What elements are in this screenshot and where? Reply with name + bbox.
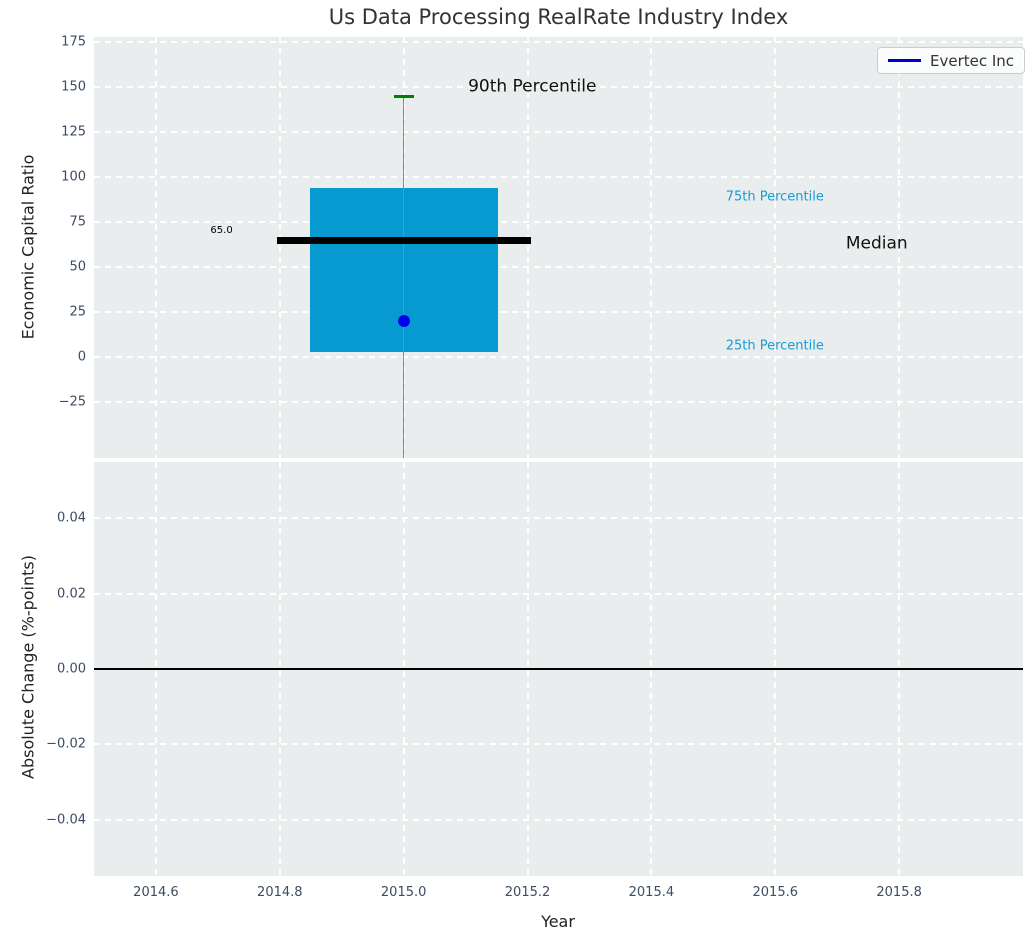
y-tick-label: 75 xyxy=(69,214,86,230)
y-tick-label: −0.04 xyxy=(46,812,86,828)
gridline-vertical xyxy=(278,37,281,458)
y-tick-label: 0 xyxy=(77,349,86,365)
gridline-horizontal xyxy=(94,131,1023,134)
annotation-25th-percentile: 25th Percentile xyxy=(725,338,824,354)
gridline-vertical xyxy=(774,37,777,458)
y-tick-label: 50 xyxy=(69,259,86,275)
gridline-horizontal xyxy=(94,41,1023,44)
evertec-data-point xyxy=(397,315,410,328)
x-tick-label: 2014.8 xyxy=(257,885,303,900)
y-tick-label: −0.02 xyxy=(46,736,86,752)
annotation-median: Median xyxy=(845,233,908,254)
axes-absolute-change xyxy=(94,462,1023,876)
boxplot-whisker-line xyxy=(402,96,405,458)
gridline-vertical xyxy=(650,37,653,458)
x-tick-label: 2015.4 xyxy=(628,885,675,900)
legend-label: Evertec Inc xyxy=(930,51,1015,70)
gridline-horizontal xyxy=(94,176,1023,179)
gridline-horizontal xyxy=(94,221,1023,224)
boxplot-median-line xyxy=(276,236,531,244)
y-tick-label: 125 xyxy=(61,124,86,140)
y-tick-label: 175 xyxy=(61,34,86,50)
x-axis-label: Year xyxy=(541,912,575,931)
boxplot-90th-percentile-cap xyxy=(393,94,414,99)
y-tick-label: 100 xyxy=(61,169,86,185)
x-tick-label: 2015.8 xyxy=(876,885,922,900)
annotation-75th-percentile: 75th Percentile xyxy=(725,189,824,205)
gridline-vertical xyxy=(154,37,157,458)
gridline-horizontal xyxy=(94,818,1023,821)
zero-reference-line xyxy=(94,668,1023,670)
y-tick-label: 150 xyxy=(61,79,86,95)
gridline-horizontal xyxy=(94,401,1023,404)
gridline-vertical xyxy=(526,37,529,458)
legend-line-icon xyxy=(888,59,921,62)
gridline-horizontal xyxy=(94,517,1023,520)
chart-title: Us Data Processing RealRate Industry Ind… xyxy=(328,5,789,29)
gridline-horizontal xyxy=(94,86,1023,89)
annotation-65-0: 65.0 xyxy=(210,225,233,237)
x-tick-label: 2014.6 xyxy=(133,885,179,900)
y-tick-label: −25 xyxy=(58,394,86,410)
gridline-vertical xyxy=(898,37,901,458)
gridline-horizontal xyxy=(94,311,1023,314)
y-tick-label: 0.02 xyxy=(57,586,86,602)
x-tick-label: 2015.6 xyxy=(752,885,799,900)
y-tick-label: 0.00 xyxy=(57,661,86,677)
gridline-horizontal xyxy=(94,743,1023,746)
x-tick-label: 2015.2 xyxy=(504,885,551,900)
axes-economic-capital-ratio: 65.0 90th Percentile 75th Percentile Median… xyxy=(94,37,1023,458)
gridline-horizontal xyxy=(94,592,1023,595)
gridline-horizontal xyxy=(94,356,1023,359)
x-tick-label: 2015.0 xyxy=(380,885,427,900)
gridline-horizontal xyxy=(94,266,1023,269)
annotation-90th-percentile: 90th Percentile xyxy=(468,76,597,97)
y-tick-label: 25 xyxy=(69,304,86,320)
y-tick-label: 0.04 xyxy=(57,510,86,526)
legend[interactable]: Evertec Inc xyxy=(877,47,1026,74)
